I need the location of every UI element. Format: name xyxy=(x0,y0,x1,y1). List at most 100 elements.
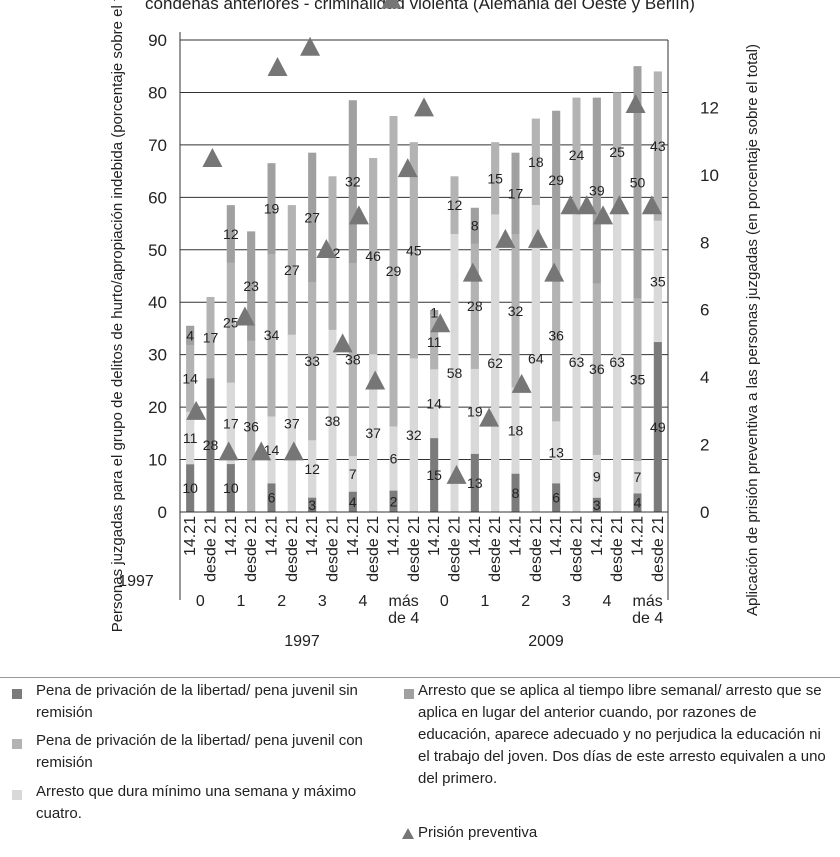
bar-segment-arresto-semana xyxy=(328,329,337,512)
y-left-tick-label: 40 xyxy=(148,293,167,312)
bar-segment-arresto-semana xyxy=(348,456,357,492)
bar-segment-arresto-semana xyxy=(226,382,235,465)
bars xyxy=(186,66,662,513)
bar-segment-con-remision xyxy=(633,298,642,461)
prision-triangle-marker xyxy=(365,370,386,390)
x-group-label: 0 xyxy=(196,593,205,610)
bar-segment-con-remision xyxy=(369,158,378,355)
data-label: 27 xyxy=(304,209,320,225)
data-label: 4 xyxy=(349,494,357,510)
data-label: 17 xyxy=(223,415,239,431)
bar-segment-arresto-semana xyxy=(369,354,378,512)
x-bar-label: 14.21 xyxy=(508,516,525,556)
prision-triangle-marker xyxy=(560,195,581,215)
bar-segment-con-remision xyxy=(470,243,479,369)
prision-triangle-marker xyxy=(414,97,434,117)
data-label: 12 xyxy=(223,226,239,242)
data-label: 33 xyxy=(304,353,320,369)
y-left-tick-label: 80 xyxy=(148,83,167,102)
data-label: 29 xyxy=(548,172,564,188)
legend-label-con-remision: Pena de privación de la libertad/ pena j… xyxy=(36,732,363,771)
prision-triangle-marker xyxy=(251,441,272,461)
bar-segment-arresto-semana xyxy=(572,211,581,512)
x-bar-label: desde 21 xyxy=(406,516,423,582)
triangle-markers xyxy=(186,0,662,484)
prision-triangle-marker xyxy=(202,148,223,167)
y-right-tick-label: 0 xyxy=(700,503,709,522)
bar-segment-sin-remision xyxy=(389,490,398,512)
bar-segment-con-remision xyxy=(531,118,540,206)
data-label: 17 xyxy=(508,185,524,201)
data-label: 36 xyxy=(243,418,259,434)
x-bar-label: desde 21 xyxy=(609,516,626,582)
data-label: 29 xyxy=(386,263,402,279)
bar-segment-sin-remision xyxy=(511,473,520,512)
bar-segment-con-remision xyxy=(287,205,296,335)
y-right-tick-label: 8 xyxy=(700,233,709,252)
bar-segment-arresto-libre xyxy=(267,163,276,255)
data-label: 25 xyxy=(609,144,625,160)
bar-segment-arresto-semana xyxy=(592,454,601,498)
x-group-label: 2 xyxy=(521,593,530,610)
data-label: 13 xyxy=(548,444,564,460)
corner-year-label: 1997 xyxy=(118,573,154,590)
x-year-label: 2009 xyxy=(528,633,564,650)
data-label: 32 xyxy=(508,303,524,319)
prision-triangle-marker xyxy=(462,262,483,282)
x-bar-label: desde 21 xyxy=(365,516,382,582)
x-bar-label: 14.21 xyxy=(426,516,443,556)
data-label: 28 xyxy=(467,298,483,314)
y-left-tick-label: 30 xyxy=(148,346,167,365)
legend-swatch-arresto-libre xyxy=(404,689,414,699)
x-bar-label: desde 21 xyxy=(284,516,301,582)
data-label: 15 xyxy=(426,467,442,483)
data-label: 25 xyxy=(223,315,239,331)
data-label: 43 xyxy=(650,138,666,154)
data-label: 3 xyxy=(308,497,316,513)
x-bar-label: desde 21 xyxy=(447,516,464,582)
prision-triangle-marker xyxy=(316,239,337,259)
bar-segment-con-remision xyxy=(409,142,418,359)
bar-segment-arresto-semana xyxy=(430,369,439,439)
x-group-label: 4 xyxy=(603,593,612,610)
prision-triangle-marker xyxy=(300,36,321,56)
x-bar-label: desde 21 xyxy=(203,516,220,582)
data-label: 8 xyxy=(512,485,520,501)
prision-triangle-marker xyxy=(234,306,255,326)
x-group-label: 1 xyxy=(481,593,490,610)
prision-triangle-marker xyxy=(397,158,418,178)
x-bar-label: 14.21 xyxy=(386,516,403,556)
data-label: 63 xyxy=(609,354,625,370)
bar-segment-arresto-semana xyxy=(613,211,622,513)
prision-triangle-marker xyxy=(186,400,207,420)
data-label: 10 xyxy=(182,480,198,496)
bar-segment-arresto-semana xyxy=(308,440,317,498)
data-label: 11 xyxy=(427,334,442,350)
bar-segment-sin-remision xyxy=(592,497,601,512)
data-labels: 1011144281710172512362361434193727312332… xyxy=(182,138,665,513)
data-label: 6 xyxy=(552,490,560,506)
x-group-label: 2 xyxy=(277,593,286,610)
bar-segment-sin-remision xyxy=(308,497,317,512)
data-label: 1 xyxy=(430,305,438,321)
legend-label-arresto-semana: Arresto que dura mínimo una semana y máx… xyxy=(36,783,357,822)
bar-segment-con-remision xyxy=(572,97,581,212)
bar-segment-con-remision xyxy=(592,283,601,455)
bar-segment-sin-remision xyxy=(552,483,561,512)
data-label: 27 xyxy=(284,262,300,278)
data-label: 18 xyxy=(508,423,524,439)
y-left-tick-label: 20 xyxy=(148,398,167,417)
bar-segment-sin-remision xyxy=(348,491,357,512)
prision-triangle-marker xyxy=(479,407,500,427)
data-label: 36 xyxy=(589,361,605,377)
x-bar-label: 14.21 xyxy=(223,516,240,556)
prision-triangle-marker xyxy=(381,0,402,9)
bar-segment-arresto-libre xyxy=(308,152,317,283)
data-label: 36 xyxy=(548,327,564,343)
y-right-tick-label: 2 xyxy=(700,436,709,455)
bar-segment-arresto-libre xyxy=(592,97,601,284)
bar-segment-sin-remision xyxy=(267,483,276,512)
bar-segment-con-remision xyxy=(491,142,500,215)
bar-segment-arresto-semana xyxy=(633,460,642,494)
bar-segment-con-remision xyxy=(430,315,439,370)
